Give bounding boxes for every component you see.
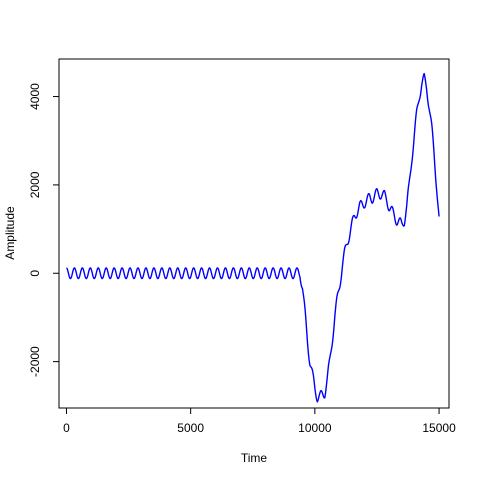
y-tick-label: -2000: [28, 346, 42, 377]
x-tick-label: 15000: [422, 421, 456, 435]
y-tick-label: 2000: [28, 171, 42, 198]
series-line: [66, 72, 440, 403]
x-tick-label: 0: [63, 421, 70, 435]
x-tick-label: 10000: [298, 421, 332, 435]
x-axis-title: Time: [241, 451, 268, 465]
y-tick-label: 4000: [28, 83, 42, 110]
x-axis: 0 5000 10000 15000: [63, 408, 456, 435]
x-tick-label: 5000: [177, 421, 204, 435]
y-tick-label: 0: [28, 270, 42, 277]
plot-area-frame: [58, 58, 450, 409]
y-axis-title: Amplitude: [3, 206, 17, 260]
y-axis: -2000 0 2000 4000: [28, 83, 59, 377]
